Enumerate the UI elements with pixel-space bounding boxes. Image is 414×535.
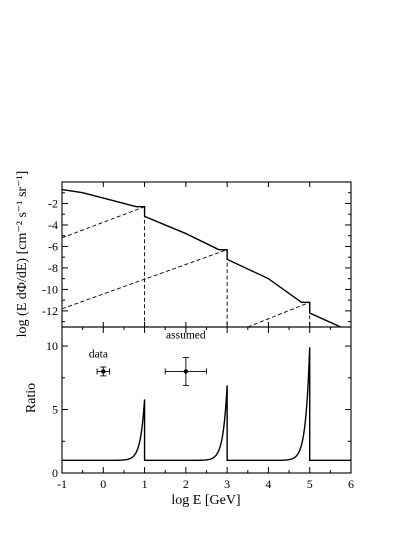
top-y-tick-label: -12 bbox=[42, 304, 58, 318]
bottom-panel-series bbox=[62, 347, 351, 462]
annotations: data assumed bbox=[89, 329, 207, 386]
top-panel-series bbox=[61, 188, 341, 328]
x-tick-label: 4 bbox=[265, 477, 271, 491]
x-tick-label: 0 bbox=[100, 477, 106, 491]
flux-total-line bbox=[61, 188, 341, 328]
x-tick-label: -1 bbox=[57, 477, 67, 491]
top-y-tick-label: -4 bbox=[48, 218, 58, 232]
top-panel-frame bbox=[61, 181, 352, 328]
assumed-label: assumed bbox=[166, 329, 206, 341]
top-panel-ticks: -2 -4 -6 -8 -10 -12 bbox=[42, 182, 352, 327]
data-marker bbox=[101, 369, 106, 374]
data-label: data bbox=[89, 348, 108, 360]
x-axis-label: log E [GeV] bbox=[171, 493, 240, 508]
top-y-tick-label: -8 bbox=[48, 261, 58, 275]
top-y-tick-label: -10 bbox=[42, 282, 58, 296]
top-y-axis-label: log (E dΦ/dE) [cm⁻² s⁻¹ sr⁻¹] bbox=[15, 171, 30, 338]
flux-component-dashed-line-3 bbox=[247, 301, 310, 328]
flux-component-dashed-line-1 bbox=[61, 206, 145, 239]
bottom-y-tick-label: 0 bbox=[52, 466, 58, 480]
x-tick-label: 2 bbox=[183, 477, 189, 491]
ratio-line bbox=[62, 347, 351, 462]
assumed-marker bbox=[183, 369, 189, 374]
x-tick-label: 1 bbox=[142, 477, 148, 491]
bottom-y-axis-label: Ratio bbox=[24, 383, 39, 413]
top-y-tick-label: -2 bbox=[48, 196, 58, 210]
bottom-y-tick-label: 5 bbox=[52, 403, 58, 417]
x-tick-label: 3 bbox=[224, 477, 230, 491]
x-tick-label: 6 bbox=[348, 477, 354, 491]
top-y-tick-label: -6 bbox=[48, 239, 58, 253]
x-tick-label: 5 bbox=[307, 477, 313, 491]
bottom-y-tick-label: 10 bbox=[46, 339, 58, 353]
